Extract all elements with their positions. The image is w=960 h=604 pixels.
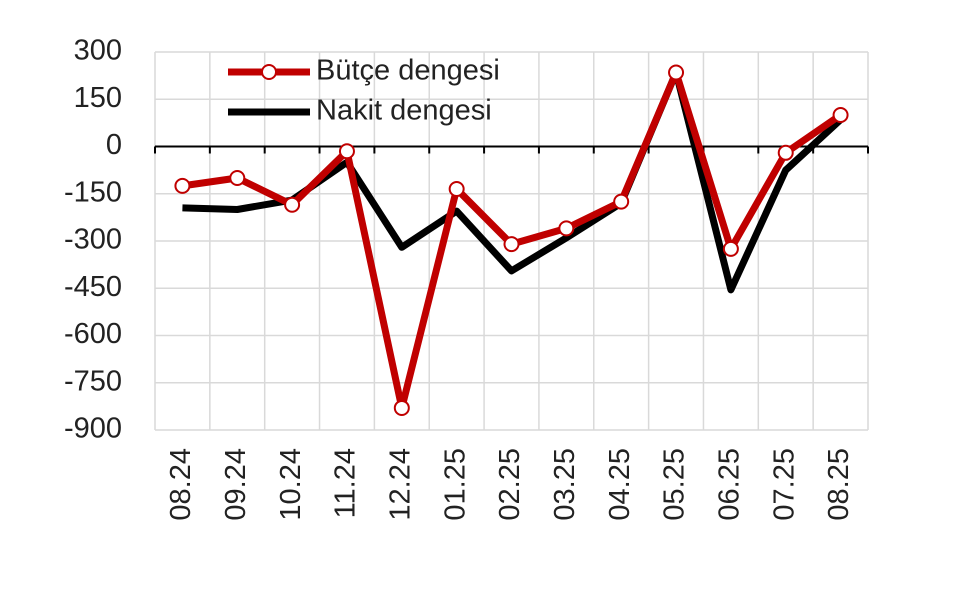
series-line: [182, 68, 843, 294]
x-tick-label: 09.24: [220, 448, 252, 521]
x-tick-label: 05.25: [659, 448, 691, 521]
marker: [668, 64, 685, 81]
marker: [777, 144, 794, 161]
marker: [722, 240, 739, 257]
y-tick-label: 300: [74, 35, 122, 67]
legend-marker: [261, 64, 277, 80]
y-tick-label: 0: [106, 129, 122, 161]
marker: [448, 181, 465, 198]
x-tick-label: 06.25: [714, 448, 746, 521]
y-tick-label: -150: [64, 176, 122, 208]
x-tick-label: 08.24: [165, 448, 197, 521]
x-tick-label: 01.25: [439, 448, 471, 521]
marker: [613, 193, 630, 210]
x-tick-label: 04.25: [604, 448, 636, 521]
marker: [832, 107, 849, 123]
x-tick-label: 03.25: [549, 448, 581, 521]
marker: [174, 177, 191, 194]
x-tick-label: 11.24: [330, 448, 362, 518]
marker: [558, 220, 575, 237]
marker: [284, 196, 301, 213]
marker: [393, 399, 410, 416]
x-tick-label: 08.25: [823, 448, 855, 521]
y-tick-label: -600: [64, 318, 122, 350]
x-tick-label: 02.25: [494, 448, 526, 521]
y-tick-label: -900: [64, 413, 122, 445]
y-tick-label: -450: [64, 271, 122, 303]
x-tick-label: 07.25: [768, 448, 800, 521]
marker: [338, 143, 355, 160]
marker: [229, 170, 246, 186]
y-tick-label: -750: [64, 365, 122, 397]
x-tick-label: 12.24: [384, 448, 416, 521]
x-tick-label: 10.24: [275, 448, 307, 521]
legend-label: Bütçe dengesi: [316, 55, 500, 87]
y-tick-label: 150: [74, 82, 122, 114]
y-tick-label: -300: [64, 224, 122, 256]
legend-label: Nakit dengesi: [316, 95, 492, 127]
marker: [503, 236, 520, 253]
